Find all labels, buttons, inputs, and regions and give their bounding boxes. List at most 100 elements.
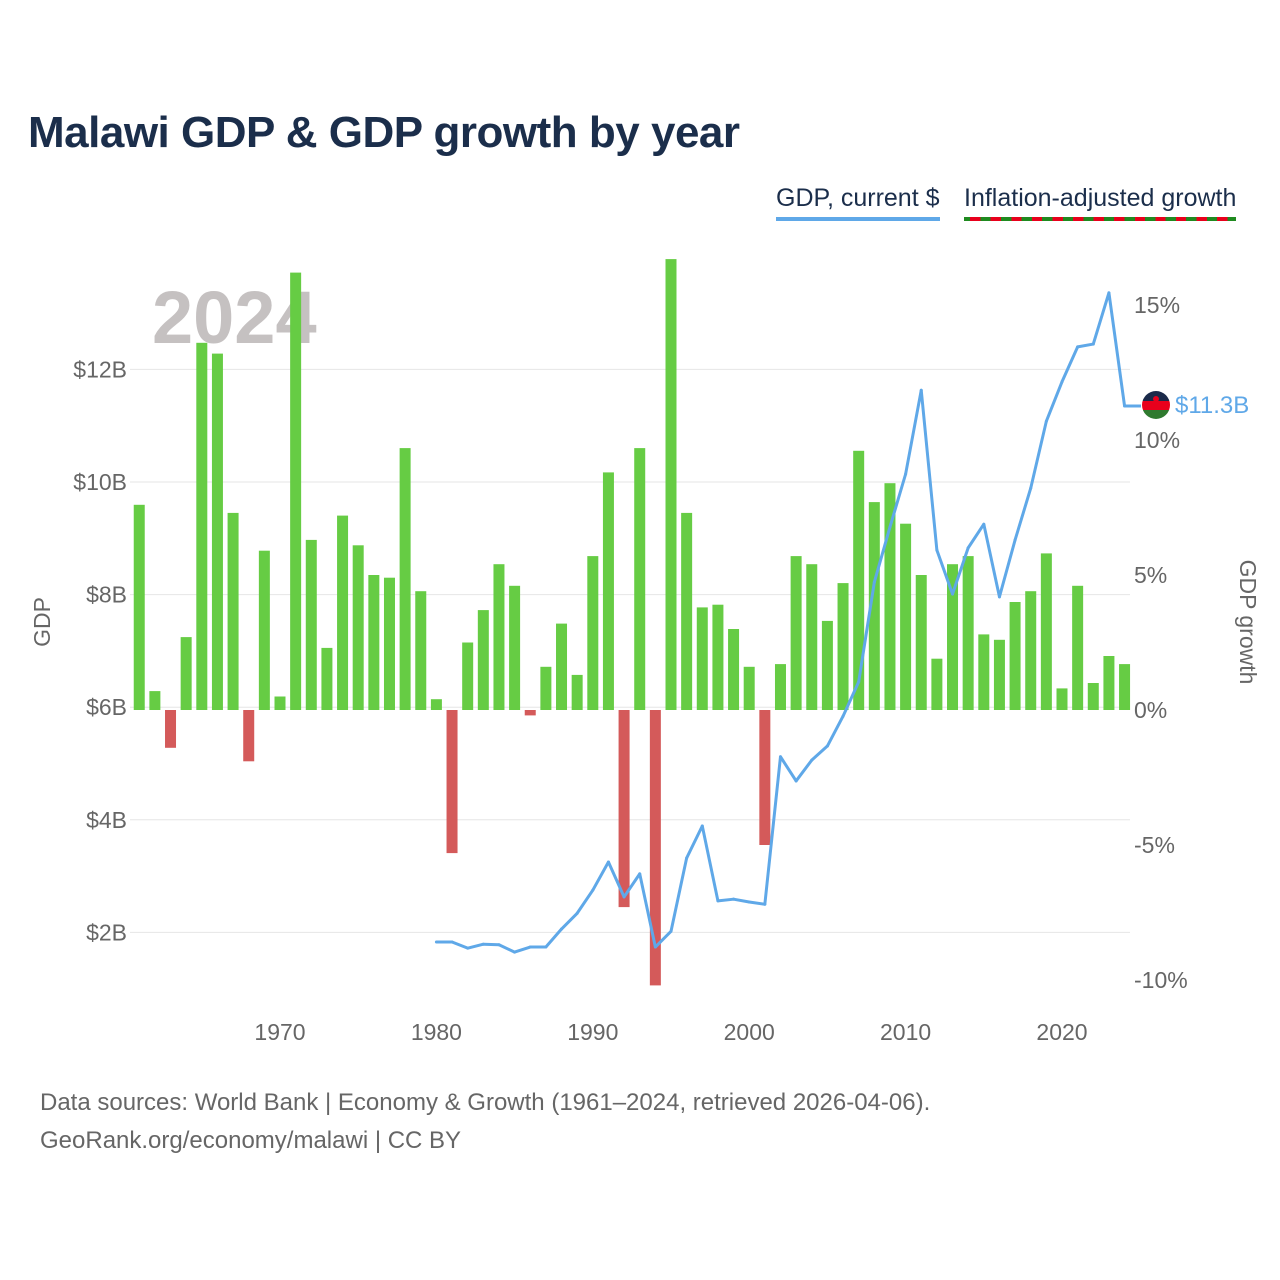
legend-growth[interactable]: Inflation-adjusted growth <box>964 184 1237 221</box>
gdp-point <box>513 950 517 954</box>
gdp-point <box>1107 291 1111 295</box>
growth-bar <box>1103 656 1115 710</box>
gdp-point <box>1060 380 1064 384</box>
x-tick-label: 2010 <box>880 1019 931 1045</box>
growth-bar <box>462 642 474 710</box>
growth-bar <box>243 710 255 762</box>
left-tick-label: $4B <box>86 807 127 833</box>
x-tick-label: 1980 <box>411 1019 462 1045</box>
gdp-line <box>436 291 1141 954</box>
gdp-point <box>1013 538 1017 542</box>
gdp-point <box>528 945 532 949</box>
growth-bar <box>321 647 333 710</box>
gdp-point <box>497 943 501 947</box>
growth-bar <box>900 523 912 710</box>
gdp-point <box>700 824 704 828</box>
growth-bar <box>993 639 1005 710</box>
right-tick-label: 10% <box>1134 427 1180 453</box>
gdp-point <box>481 942 485 946</box>
growth-bar <box>211 353 223 710</box>
x-tick-label: 2020 <box>1036 1019 1087 1045</box>
growth-bar <box>931 658 943 710</box>
right-tick-label: 5% <box>1134 562 1167 588</box>
gdp-point <box>450 940 454 944</box>
growth-bar <box>149 691 161 710</box>
gdp-point <box>732 897 736 901</box>
gdp-point <box>1123 404 1127 408</box>
growth-bar <box>430 699 442 710</box>
growth-bar <box>696 607 708 710</box>
gdp-point <box>434 940 438 944</box>
gdp-point <box>669 929 673 933</box>
growth-bar <box>493 564 505 710</box>
growth-bar <box>1040 553 1052 710</box>
growth-bar <box>806 564 818 710</box>
gdp-point <box>857 680 861 684</box>
gdp-point <box>685 856 689 860</box>
gdp-point <box>591 888 595 892</box>
gdp-point <box>606 860 610 864</box>
gdp-point <box>763 902 767 906</box>
growth-bar <box>258 550 270 710</box>
x-tick-label: 2000 <box>724 1019 775 1045</box>
gdp-point <box>825 744 829 748</box>
growth-bar <box>305 539 317 710</box>
left-tick-label: $8B <box>86 582 127 608</box>
gdp-point <box>466 946 470 950</box>
growth-bar <box>446 710 458 854</box>
growth-bar <box>1072 585 1084 710</box>
growth-bar <box>821 620 833 710</box>
gdp-point <box>935 548 939 552</box>
growth-bar <box>399 448 411 710</box>
gdp-point <box>778 755 782 759</box>
growth-bar <box>681 512 693 710</box>
growth-bar <box>383 577 395 710</box>
growth-bar <box>962 556 974 710</box>
growth-bar <box>1009 602 1021 710</box>
gdp-point <box>1076 345 1080 349</box>
growth-bar <box>884 483 896 710</box>
growth-bar <box>477 610 489 710</box>
growth-bar <box>759 710 771 845</box>
gdp-point <box>653 945 657 949</box>
gdp-point <box>544 945 548 949</box>
growth-bar <box>290 272 302 710</box>
x-tick-label: 1970 <box>254 1019 305 1045</box>
gdp-point <box>794 779 798 783</box>
growth-bar <box>587 556 599 710</box>
right-axis-title: GDP growth <box>1235 560 1261 685</box>
growth-bar <box>196 342 208 710</box>
growth-bar <box>1119 664 1131 710</box>
growth-bar <box>602 472 614 710</box>
left-tick-label: $2B <box>86 919 127 945</box>
growth-bar <box>743 666 755 710</box>
year-watermark: 2024 <box>152 276 317 359</box>
growth-bar <box>837 583 849 710</box>
growth-bar <box>524 710 536 716</box>
gdp-point <box>716 899 720 903</box>
growth-bar <box>790 556 802 710</box>
growth-bar <box>133 504 145 710</box>
legend-gdp[interactable]: GDP, current $ <box>776 184 940 221</box>
gdp-point <box>997 595 1001 599</box>
growth-bar <box>868 502 880 710</box>
growth-bar <box>274 696 286 710</box>
malawi-flag-icon <box>1142 391 1170 419</box>
gdp-point <box>888 525 892 529</box>
growth-bar <box>415 591 427 710</box>
gdp-point <box>1029 486 1033 490</box>
growth-bar <box>728 629 740 710</box>
right-tick-label: -10% <box>1134 967 1188 993</box>
growth-bar <box>368 575 380 710</box>
growth-bar <box>540 666 552 710</box>
growth-bar <box>165 710 177 748</box>
gdp-point <box>966 546 970 550</box>
gdp-point <box>1044 419 1048 423</box>
x-tick-label: 1990 <box>567 1019 618 1045</box>
gdp-point <box>810 758 814 762</box>
growth-bar <box>227 512 239 710</box>
growth-bar <box>337 515 349 710</box>
growth-bar <box>180 637 192 710</box>
right-tick-label: -5% <box>1134 832 1175 858</box>
source-link[interactable]: GeoRank.org/economy/malawi | CC BY <box>40 1127 462 1154</box>
